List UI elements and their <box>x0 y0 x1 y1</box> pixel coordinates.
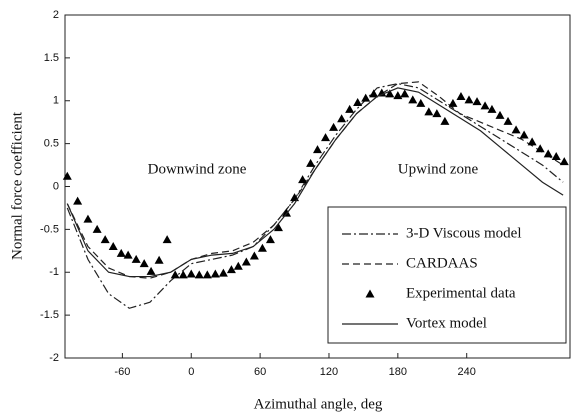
data-point <box>178 270 188 279</box>
data-point <box>464 95 474 104</box>
series-line <box>66 82 564 309</box>
data-point <box>543 149 553 158</box>
data-point <box>249 251 259 260</box>
data-point <box>503 116 513 125</box>
data-point <box>116 248 126 257</box>
data-point <box>265 235 275 244</box>
data-point <box>551 151 561 160</box>
data-point <box>108 242 118 251</box>
data-point <box>210 269 220 278</box>
annotation: Upwind zone <box>398 161 479 177</box>
data-point <box>440 116 450 125</box>
y-tick-label: -1.5 <box>40 309 59 321</box>
y-tick-label: 1 <box>53 95 59 107</box>
data-point <box>511 125 521 134</box>
data-point <box>83 214 93 223</box>
x-tick-label: 120 <box>320 366 338 378</box>
y-tick-label: -2 <box>49 352 59 364</box>
data-point <box>361 93 371 102</box>
data-point <box>123 250 133 259</box>
data-point <box>257 243 267 252</box>
data-point <box>472 97 482 106</box>
data-point <box>218 268 228 277</box>
x-axis-label: Azimuthal angle, deg <box>254 396 383 412</box>
data-point <box>495 110 505 119</box>
series-line <box>66 81 564 279</box>
data-point <box>432 109 442 118</box>
y-tick-label: 0 <box>53 180 59 192</box>
data-point <box>456 91 466 100</box>
data-point <box>369 89 379 98</box>
data-point <box>321 133 331 142</box>
data-point <box>337 114 347 123</box>
data-point <box>170 270 180 279</box>
data-point <box>202 270 212 279</box>
data-point <box>290 193 300 202</box>
x-tick-label: 0 <box>188 366 194 378</box>
data-point <box>385 89 395 98</box>
x-tick-label: -60 <box>114 366 130 378</box>
series-line <box>66 87 564 278</box>
data-point <box>131 254 141 263</box>
data-point <box>480 101 490 110</box>
data-point <box>273 223 283 232</box>
data-point <box>393 91 403 100</box>
data-point <box>194 270 204 279</box>
y-tick-label: 2 <box>53 9 59 21</box>
x-tick-label: 60 <box>254 366 266 378</box>
data-point <box>448 98 458 107</box>
annotation: Downwind zone <box>148 161 247 177</box>
data-point <box>92 224 102 233</box>
data-point <box>154 255 164 264</box>
data-point <box>282 208 292 217</box>
data-point <box>226 265 236 274</box>
data-point <box>535 144 545 153</box>
data-point <box>345 104 355 113</box>
x-tick-label: 180 <box>389 366 407 378</box>
data-point <box>400 89 410 98</box>
data-point <box>353 97 363 106</box>
data-point <box>408 95 418 104</box>
data-point <box>73 196 83 205</box>
data-point <box>186 269 196 278</box>
data-point <box>377 88 387 97</box>
legend-label: 3-D Viscous model <box>406 225 521 241</box>
legend-marker <box>365 289 375 298</box>
y-tick-label: -1 <box>49 266 59 278</box>
x-tick-label: 240 <box>458 366 476 378</box>
data-point <box>527 137 537 146</box>
y-axis-label: Normal force coefficient <box>9 111 25 260</box>
data-point <box>162 235 172 244</box>
data-point <box>424 107 434 116</box>
data-point <box>306 158 316 167</box>
y-tick-label: 0.5 <box>44 138 59 150</box>
y-tick-label: 1.5 <box>44 52 59 64</box>
data-point <box>139 259 149 268</box>
legend-label: Vortex model <box>406 315 487 331</box>
data-point <box>519 130 529 139</box>
data-point <box>62 171 72 180</box>
data-point <box>241 257 251 266</box>
legend-box <box>327 206 567 344</box>
data-point <box>233 261 243 270</box>
data-point <box>416 98 426 107</box>
legend-label: Experimental data <box>406 285 516 301</box>
data-point <box>146 266 156 275</box>
data-point <box>487 104 497 113</box>
data-point <box>329 122 339 131</box>
y-tick-label: -0.5 <box>40 223 59 235</box>
data-point <box>100 235 110 244</box>
data-point <box>559 157 569 166</box>
legend-label: CARDAAS <box>406 255 478 271</box>
data-point <box>298 175 308 184</box>
data-point <box>313 145 322 154</box>
